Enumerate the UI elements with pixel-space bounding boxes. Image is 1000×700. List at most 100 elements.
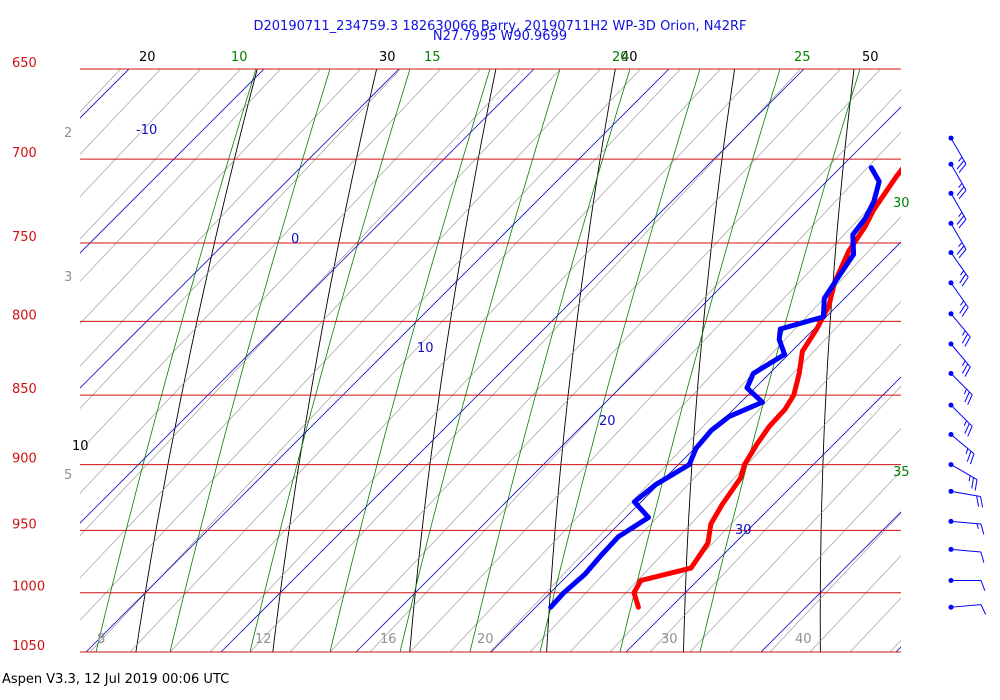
mixing-ratio-line [529,258,901,652]
isotherm-line [760,511,901,652]
temperature-point [924,156,930,162]
isobar-label: 1000 [12,580,45,595]
moist-adiabat-label: 35 [893,465,910,480]
mixing-ratio-line [209,69,761,652]
mixing-ratio-line [289,69,841,652]
mixing-ratio-line [80,69,401,409]
isotherm-line [220,69,805,652]
isotherm-line [80,69,265,254]
moist-adiabat-line [399,69,561,652]
bottom-axis-label: 40 [795,632,812,647]
dry-adiabat-line [954,0,983,686]
moist-adiabat-label: 20 [612,50,629,65]
mixing-ratio-label: 5 [64,468,72,483]
mixing-ratio-line [80,69,561,579]
isobar-label: 650 [12,56,37,71]
isotherm-label: 0 [291,232,299,247]
moist-adiabat-line [539,69,701,652]
mixing-ratio-line [89,69,641,652]
wind-barb [948,518,985,535]
chart-title-line2: N27.7995 W90.9699 [432,29,568,44]
mixing-ratio-line [809,555,901,652]
isotherm-line [625,376,901,652]
wind-barb [948,577,986,591]
wind-barb [948,311,971,347]
footer-version-text: Aspen V3.3, 12 Jul 2019 00:06 UTC [2,672,230,687]
mixing-ratio-line [849,597,901,652]
mixing-ratio-line [80,69,241,240]
dry-adiabat-label: 30 [379,50,396,65]
moist-adiabat-label: 10 [231,50,248,65]
mixing-ratio-line [930,59,1000,652]
isotherm-line [355,106,901,652]
dry-adiabat-label: 10 [72,439,89,454]
mixing-ratio-line [649,385,901,652]
moist-adiabat-line [95,69,257,652]
bottom-axis-label: 8 [97,632,105,647]
dry-adiabat-label: 40 [621,50,638,65]
moist-adiabats [95,69,861,652]
isobar-label: 800 [12,308,37,323]
wind-barb [948,546,985,563]
isotherm-label: 30 [735,523,752,538]
dry-adiabat-line [135,69,258,652]
moist-adiabat-label: 15 [424,50,441,65]
wind-barb [948,250,969,287]
isobar-label: 950 [12,517,37,532]
moist-adiabat-label: 25 [794,50,811,65]
wind-barb [948,432,975,465]
mixing-ratio-line [80,69,321,325]
moist-adiabat-line [619,69,781,652]
bottom-axis-label: 20 [477,632,494,647]
mixing-ratio-label: 2 [64,126,72,141]
mixing-ratio-line [569,301,901,652]
isobar-label: 850 [12,382,37,397]
mixing-ratio-line [129,69,681,652]
dry-adiabat-line [819,69,855,652]
mixing-ratio-lines [80,59,1000,652]
bottom-axis-label: 12 [255,632,272,647]
mixing-ratio-line [409,131,901,652]
mixing-ratio-line [80,69,361,367]
isotherm-label: 10 [417,341,434,356]
wind-barb [948,280,969,317]
isobar-label: 1050 [12,639,45,654]
moist-adiabat-line [169,69,331,652]
mixing-ratio-line [169,69,721,652]
moist-adiabat-line [249,69,411,652]
wind-barb [948,161,967,200]
moist-adiabat-label: 30 [893,196,910,211]
dry-adiabat-label: 50 [862,50,879,65]
mixing-ratio-line [80,69,601,621]
isotherm-line [80,69,400,389]
isobar-label: 750 [12,230,37,245]
dry-adiabat-label: 20 [139,50,156,65]
isotherm-line [85,69,670,652]
isotherm-line [490,241,901,652]
moist-adiabat-line [469,69,631,652]
wind-barb [948,604,987,615]
wind-barb [948,402,973,437]
mixing-ratio-line [369,89,901,652]
wind-barb [948,220,967,259]
moist-adiabat-line [699,69,861,652]
mixing-ratio-line [80,69,201,198]
mixing-ratio-line [80,69,441,452]
dry-adiabats [135,0,983,686]
mixing-ratio-line [889,639,901,652]
bottom-axis-label: 16 [380,632,397,647]
bottom-axis-label: 30 [661,632,678,647]
wind-barb [948,462,978,491]
moist-adiabat-line [329,69,491,652]
wind-barb [948,488,984,508]
mixing-ratio-line [970,59,1000,652]
isotherm-label: -10 [136,123,157,138]
wind-barb [948,341,971,377]
mixing-ratio-line [689,428,901,652]
wind-barb [948,190,967,229]
mixing-ratio-line [729,470,901,652]
mixing-ratio-line [80,69,521,536]
mixing-ratio-line [249,69,801,652]
